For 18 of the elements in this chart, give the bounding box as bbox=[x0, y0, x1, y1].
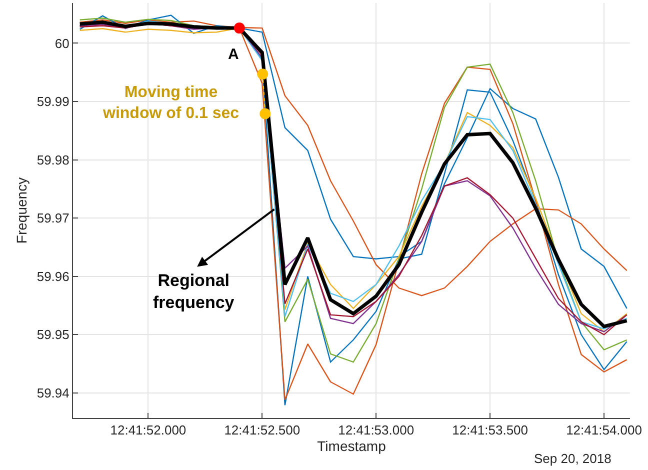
y-tick-label: 59.98 bbox=[36, 152, 70, 168]
y-tick-label: 59.96 bbox=[36, 268, 70, 284]
x-tick-label: 12:41:53.000 bbox=[338, 422, 414, 438]
y-tick-label: 59.95 bbox=[36, 327, 70, 342]
x-tick-label: 12:41:52.000 bbox=[110, 422, 186, 438]
annotation: Moving time window of 0.1 sec bbox=[102, 84, 240, 122]
text: Sep 20, 2018 bbox=[534, 451, 612, 466]
x-tick-label: 12:41:53.500 bbox=[452, 422, 528, 438]
y-tick-label: 60 bbox=[54, 36, 70, 51]
y-axis-title: Frequency bbox=[13, 177, 30, 244]
y-tick-label: 59.94 bbox=[36, 385, 70, 400]
y-tick-label: 59.99 bbox=[36, 94, 70, 110]
annotation: Regional frequency bbox=[153, 271, 235, 312]
x-tick-label: 12:41:52.500 bbox=[224, 422, 300, 438]
x-axis-title: Timestamp bbox=[317, 438, 386, 454]
annotation: A bbox=[228, 46, 239, 63]
x-tick-label: 12:41:54.000 bbox=[566, 422, 642, 438]
y-tick-label: 59.97 bbox=[36, 210, 70, 226]
